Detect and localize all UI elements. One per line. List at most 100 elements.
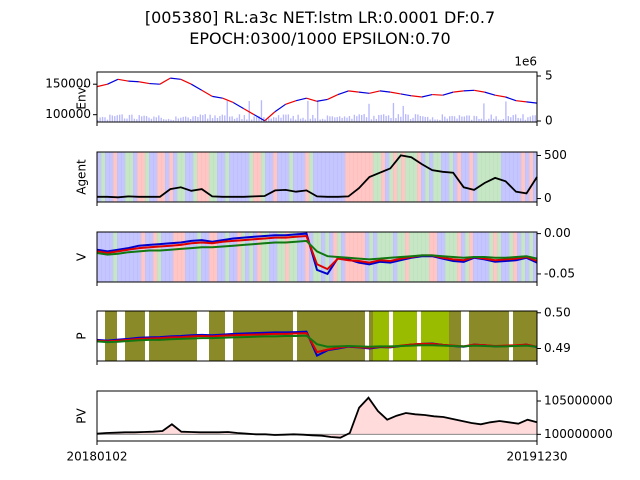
volume-bar	[339, 116, 341, 122]
exploration-band	[469, 311, 474, 361]
volume-bar	[177, 118, 180, 122]
volume-bar	[221, 114, 224, 122]
action-band	[301, 152, 306, 202]
exploration-band	[97, 311, 102, 361]
volume-bar	[304, 119, 307, 122]
volume-bar	[268, 118, 270, 122]
exploration-band	[125, 311, 130, 361]
price-segment	[285, 100, 297, 105]
exploration-band	[317, 311, 322, 361]
price-segment	[411, 95, 422, 98]
price-segment	[190, 83, 203, 91]
exploration-band	[137, 311, 142, 361]
volume-bar	[485, 119, 488, 122]
exploration-band	[445, 311, 450, 361]
action-band	[461, 152, 466, 202]
exploration-band	[321, 311, 326, 361]
volume-bar	[436, 119, 439, 122]
price-segment	[107, 78, 119, 85]
action-band	[293, 152, 298, 202]
exploration-band	[533, 311, 538, 361]
volume-bar	[475, 116, 478, 122]
volume-bar	[170, 119, 172, 122]
volume-bar	[307, 100, 309, 122]
action-band	[441, 152, 446, 202]
action-band	[177, 152, 182, 202]
volume-bar	[519, 118, 522, 122]
action-band	[269, 152, 274, 202]
volume-bar	[251, 119, 253, 122]
action-band	[97, 152, 102, 202]
action-band	[385, 232, 390, 282]
action-band	[233, 152, 238, 202]
panel-frame	[96, 231, 538, 283]
volume-bar	[446, 118, 448, 122]
action-band	[205, 152, 210, 202]
action-band	[249, 232, 254, 282]
volume-bar	[480, 118, 483, 122]
price-segment	[128, 80, 139, 83]
action-band	[117, 152, 122, 202]
action-band	[445, 152, 450, 202]
exploration-band	[361, 311, 366, 361]
volume-bar	[324, 119, 326, 122]
tick-label: 5	[545, 69, 553, 83]
action-band	[413, 152, 418, 202]
action-band	[129, 152, 134, 202]
action-band	[217, 232, 222, 282]
exploration-band	[461, 311, 466, 361]
volume-bar	[392, 103, 395, 122]
action-band	[121, 152, 126, 202]
volume-bar	[126, 118, 128, 122]
volume-bar	[317, 100, 319, 122]
exploration-band	[457, 311, 462, 361]
tick-label: 100000000	[544, 427, 613, 441]
action-band	[213, 232, 218, 282]
exploration-band	[369, 311, 374, 361]
volume-bar	[471, 119, 473, 122]
action-band	[233, 232, 238, 282]
action-band	[165, 232, 170, 282]
exploration-band	[381, 311, 386, 361]
volume-bar	[439, 119, 441, 122]
volume-bar	[194, 116, 197, 122]
panel-env	[93, 71, 541, 126]
price-segment	[421, 93, 433, 98]
action-band	[185, 152, 190, 202]
action-band	[497, 152, 502, 202]
action-band	[365, 232, 370, 282]
action-band	[221, 232, 226, 282]
action-band	[349, 232, 354, 282]
volume-bar	[532, 115, 534, 122]
volume-bar	[397, 114, 400, 122]
exploration-band	[505, 311, 510, 361]
exploration-band	[121, 311, 126, 361]
action-band	[325, 152, 330, 202]
y-axis-label: PV	[75, 407, 89, 423]
exploration-band	[129, 311, 134, 361]
volume-bar	[192, 116, 194, 122]
action-band	[121, 232, 126, 282]
action-band	[161, 152, 166, 202]
action-band	[393, 152, 398, 202]
volume-bar	[123, 118, 126, 122]
action-band	[205, 232, 210, 282]
action-band	[257, 232, 262, 282]
price-segment	[432, 93, 443, 96]
exploration-band	[357, 311, 362, 361]
volume-bar	[502, 118, 505, 122]
volume-bar	[400, 116, 402, 122]
volume-bar	[368, 103, 370, 122]
volume-bar	[185, 116, 187, 122]
action-band	[225, 152, 230, 202]
action-band	[501, 152, 506, 202]
exploration-band	[485, 311, 490, 361]
tick-label: 105000000	[544, 394, 613, 408]
exploration-band	[433, 311, 438, 361]
volume-bar	[361, 115, 363, 122]
action-band	[185, 232, 190, 282]
price-segment	[274, 103, 286, 113]
action-band	[113, 232, 118, 282]
volume-bar	[263, 117, 265, 122]
x-tick-label: 20180102	[66, 450, 127, 464]
